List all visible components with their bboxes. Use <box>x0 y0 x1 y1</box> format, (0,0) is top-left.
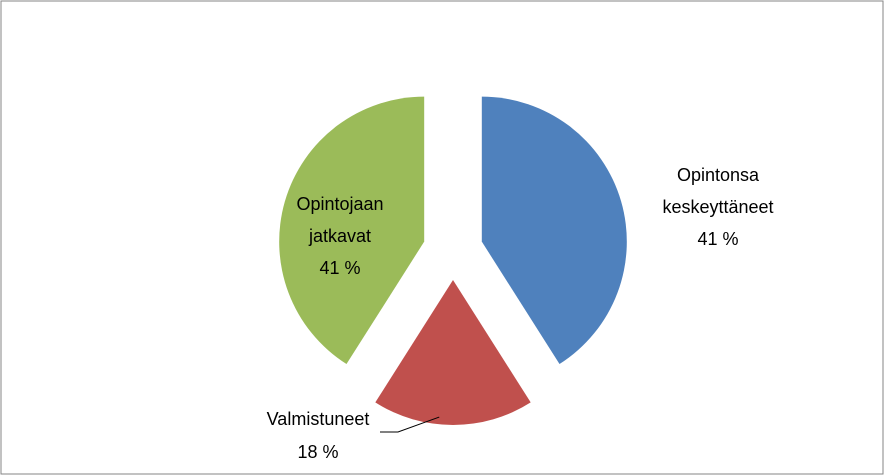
leader-line <box>380 416 440 433</box>
slice-value-label: 41 % <box>697 229 738 249</box>
slice-value-label: 41 % <box>319 258 360 278</box>
slice-label: Opintojaan jatkavat <box>296 194 383 246</box>
pie-slice <box>375 280 531 425</box>
slice-label: Valmistuneet <box>267 409 370 429</box>
pie-slice <box>481 96 627 365</box>
pie-slice <box>279 96 425 365</box>
slice-label: Opintonsa keskeyttäneet <box>662 165 773 217</box>
slice-value-label: 18 % <box>297 442 338 462</box>
